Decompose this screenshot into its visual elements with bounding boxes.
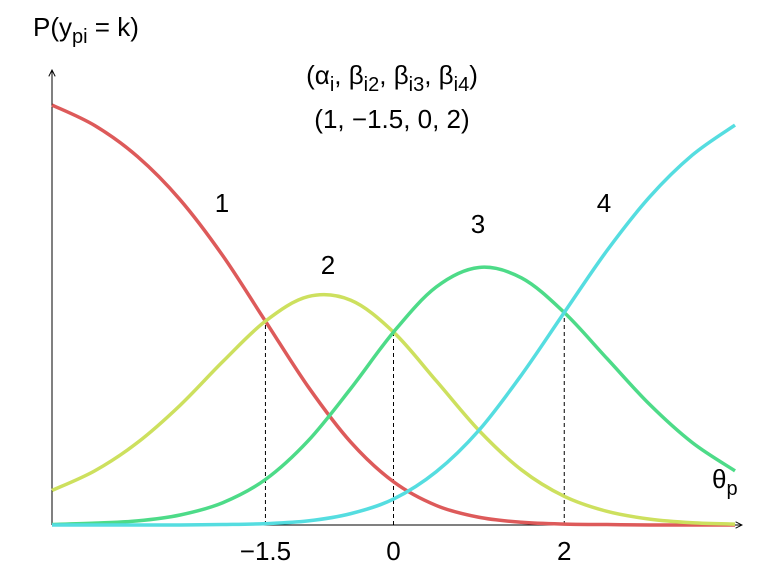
subscript: i — [330, 74, 334, 96]
x-axis-label: θp — [712, 464, 738, 500]
annotation: (1, −1.5, 0, 2) — [314, 104, 469, 134]
text-part: , β — [424, 60, 453, 90]
series-line — [51, 103, 735, 527]
text-part: = k) — [88, 12, 139, 42]
subscript: i3 — [409, 74, 425, 96]
annotation: (αi, βi2, βi3, βi4) — [306, 60, 478, 96]
text-part: , β — [379, 60, 408, 90]
text-part: P(y — [33, 12, 72, 42]
text-part: − — [352, 104, 367, 134]
series-label: 3 — [471, 209, 485, 239]
text-part: , β — [334, 60, 363, 90]
y-axis-label: P(ypi = k) — [33, 12, 139, 48]
series-label: 4 — [597, 188, 611, 218]
text-part: (1, — [314, 104, 352, 134]
text-part: ) — [469, 60, 478, 90]
x-tick-label: 0 — [386, 536, 400, 566]
series-line — [51, 265, 736, 527]
subscript: p — [726, 478, 737, 500]
x-tick-label: −1.5 — [240, 536, 291, 566]
subscript: i4 — [454, 74, 470, 96]
text-part: 1.5, 0, 2) — [367, 104, 470, 134]
series-label: 2 — [321, 250, 335, 280]
subscript: pi — [72, 26, 88, 48]
subscript: i2 — [364, 74, 380, 96]
series-label: 1 — [215, 188, 229, 218]
text-part: (α — [306, 60, 330, 90]
x-tick-label: 2 — [557, 536, 571, 566]
series-line — [52, 123, 737, 527]
text-part: θ — [712, 464, 726, 494]
